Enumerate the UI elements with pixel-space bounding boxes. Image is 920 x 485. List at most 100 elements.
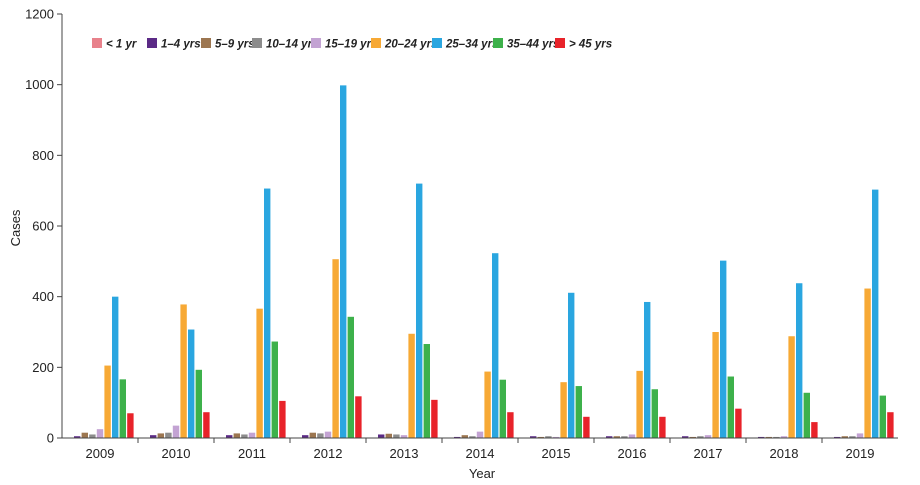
bar — [887, 412, 894, 438]
x-tick-label: 2015 — [542, 446, 571, 461]
x-tick-label: 2018 — [770, 446, 799, 461]
bar — [530, 436, 537, 438]
bar — [879, 395, 886, 438]
x-ticks: 2009 2010 2011 2012 2013 2014 2015 2016 2017 2018… — [86, 438, 875, 461]
bar — [355, 396, 362, 438]
legend-label: 10–14 yrs — [266, 39, 318, 51]
legend-label: 15–19 yrs — [325, 39, 377, 51]
legend-swatch — [493, 38, 503, 48]
y-ticks: 0 200 400 600 800 1000 1200 — [25, 7, 62, 446]
bar — [340, 85, 347, 438]
legend-label: 1–4 yrs — [161, 39, 201, 51]
bar — [537, 436, 544, 438]
bar — [651, 389, 658, 438]
legend-swatch — [371, 38, 381, 48]
bar — [180, 304, 187, 438]
bar — [552, 436, 560, 438]
bar — [712, 332, 719, 438]
x-tick-label: 2013 — [390, 446, 419, 461]
bar — [583, 416, 590, 438]
bar — [841, 436, 848, 438]
bar — [226, 435, 233, 438]
bar — [773, 436, 780, 438]
bar — [849, 436, 856, 438]
legend: < 1 yr 1–4 yrs 5–9 yrs 10–14 yrs 15–19 yrs 20… — [92, 38, 612, 51]
bar — [492, 253, 499, 438]
bar — [271, 341, 278, 438]
bar — [735, 408, 742, 438]
bar — [484, 371, 491, 438]
bar — [332, 259, 339, 438]
legend-label: 35–44 yrs — [507, 39, 559, 51]
bar — [317, 433, 324, 438]
bar — [127, 413, 134, 438]
bar — [780, 436, 788, 438]
bar — [872, 189, 879, 438]
y-tick-label: 600 — [32, 219, 54, 234]
bar — [727, 376, 734, 438]
bar — [416, 183, 423, 438]
bar — [195, 369, 202, 438]
bar — [568, 292, 575, 438]
bar — [241, 434, 248, 438]
bar — [378, 434, 385, 438]
legend-swatch — [92, 38, 102, 48]
x-tick-label: 2011 — [238, 446, 266, 461]
x-tick-label: 2010 — [162, 446, 191, 461]
bar — [507, 412, 514, 438]
bar — [659, 416, 666, 438]
bar — [264, 188, 271, 438]
bar — [96, 429, 104, 438]
bar — [834, 436, 841, 438]
bar — [697, 436, 704, 438]
y-tick-label: 0 — [47, 431, 54, 446]
bar — [431, 399, 438, 438]
bar — [104, 365, 111, 438]
bar — [89, 434, 96, 438]
legend-swatch — [252, 38, 262, 48]
bar — [74, 436, 81, 438]
bar — [454, 436, 461, 438]
bar — [621, 436, 628, 438]
bar — [256, 308, 263, 438]
y-tick-label: 800 — [32, 148, 54, 163]
bars-layer — [74, 85, 894, 438]
legend-swatch — [311, 38, 321, 48]
bar — [575, 386, 582, 438]
x-axis-title: Year — [469, 466, 496, 481]
x-tick-label: 2009 — [86, 446, 115, 461]
bar — [309, 432, 316, 438]
bar — [644, 301, 651, 438]
bar — [157, 433, 164, 438]
legend-label: < 1 yr — [106, 39, 137, 51]
bar — [248, 432, 256, 438]
bar — [385, 433, 392, 438]
legend-swatch — [147, 38, 157, 48]
bar — [720, 260, 727, 438]
bar — [606, 436, 613, 438]
bar — [119, 379, 126, 438]
x-tick-label: 2019 — [846, 446, 875, 461]
bar — [150, 435, 157, 438]
bar — [112, 296, 119, 438]
bar — [682, 436, 689, 438]
bar — [856, 433, 864, 438]
legend-label: 5–9 yrs — [215, 39, 255, 51]
bar — [302, 435, 309, 438]
bar — [864, 288, 871, 438]
bar — [613, 436, 620, 438]
x-tick-label: 2016 — [618, 446, 647, 461]
bar — [476, 431, 484, 438]
y-tick-label: 400 — [32, 289, 54, 304]
bar — [545, 436, 552, 438]
bar — [636, 370, 643, 438]
bar — [499, 379, 506, 438]
legend-swatch — [555, 38, 565, 48]
bar — [628, 434, 636, 438]
bar — [796, 283, 803, 438]
y-tick-label: 200 — [32, 360, 54, 375]
bar — [324, 431, 332, 438]
x-tick-label: 2017 — [694, 446, 723, 461]
bar — [188, 329, 195, 438]
bar — [81, 432, 88, 438]
